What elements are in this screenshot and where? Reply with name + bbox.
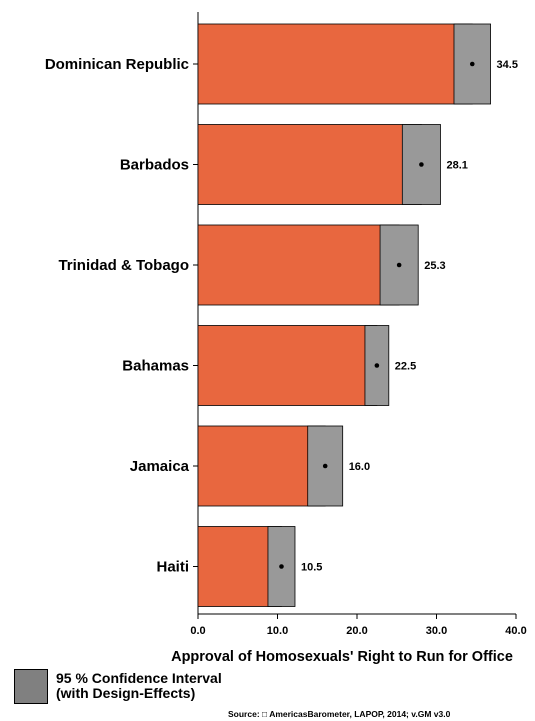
legend-ci-swatch xyxy=(14,669,48,704)
value-label-dominican-republic: 34.5 xyxy=(497,59,518,71)
point-bahamas xyxy=(374,363,380,368)
point-trinidad-tobago xyxy=(396,262,402,268)
bar-barbados xyxy=(197,124,422,205)
value-label-haiti: 10.5 xyxy=(301,562,322,574)
point-jamaica xyxy=(322,463,328,469)
bar-trinidad-tobago xyxy=(197,224,400,306)
value-label-barbados: 28.1 xyxy=(446,160,467,172)
x-tick-label-3: 30.0 xyxy=(426,625,447,637)
x-tick-label-2: 20.0 xyxy=(346,625,367,637)
category-label-trinidad-tobago: Trinidad & Tobago xyxy=(58,257,189,274)
bar-dominican-republic xyxy=(197,23,473,105)
source-note: Source: □ AmericasBarometer, LAPOP, 2014… xyxy=(228,709,451,719)
category-label-jamaica: Jamaica xyxy=(130,458,190,475)
legend-line-2: (with Design-Effects) xyxy=(56,685,196,701)
legend-ci-label: 95 % Confidence Interval (with Design-Ef… xyxy=(56,671,276,701)
category-label-bahamas: Bahamas xyxy=(122,358,189,375)
value-label-bahamas: 22.5 xyxy=(395,361,416,373)
bar-jamaica xyxy=(197,425,326,507)
value-label-jamaica: 16.0 xyxy=(349,461,370,473)
category-label-dominican-republic: Dominican Republic xyxy=(45,56,189,73)
x-tick-label-4: 40.0 xyxy=(505,625,526,637)
point-barbados xyxy=(419,162,424,167)
value-label-trinidad-tobago: 25.3 xyxy=(424,260,445,272)
x-axis-title: Approval of Homosexuals' Right to Run fo… xyxy=(171,649,513,665)
category-label-barbados: Barbados xyxy=(120,157,189,174)
bar-bahamas xyxy=(197,325,378,406)
point-dominican-republic xyxy=(469,61,475,67)
x-tick-label-1: 10.0 xyxy=(267,625,288,637)
legend-line-1: 95 % Confidence Interval xyxy=(56,670,222,686)
x-tick-label-0: 0.0 xyxy=(190,625,205,637)
point-haiti xyxy=(279,564,284,569)
category-label-haiti: Haiti xyxy=(156,559,189,576)
